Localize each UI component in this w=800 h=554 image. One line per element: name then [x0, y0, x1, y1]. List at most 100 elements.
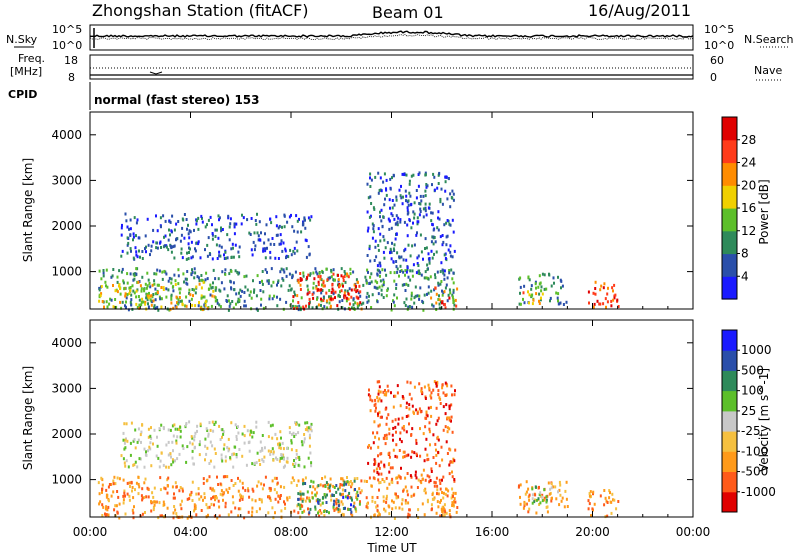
echo-cell: [178, 428, 181, 431]
echo-cell: [451, 487, 454, 491]
echo-cell: [165, 287, 168, 291]
echo-cell: [191, 303, 194, 307]
echo-cell: [297, 479, 300, 483]
echo-cell: [450, 419, 452, 423]
echo-cell: [297, 463, 300, 467]
echo-cell: [450, 415, 453, 419]
colorbar-segment: [722, 185, 737, 209]
echo-cell: [200, 278, 203, 282]
echo-cell: [153, 428, 156, 432]
freq-label-1: Freq.: [18, 52, 45, 65]
echo-cell: [200, 509, 203, 512]
echo-cell: [228, 447, 231, 451]
echo-cell: [218, 303, 221, 307]
echo-cell: [214, 286, 217, 290]
echo-cell: [519, 291, 521, 295]
echo-cell: [302, 482, 305, 485]
echo-cell: [377, 462, 380, 466]
echo-cell: [389, 206, 391, 210]
echo-cell: [325, 510, 328, 513]
echo-cell: [406, 266, 409, 270]
echo-cell: [239, 288, 242, 292]
echo-cell: [389, 177, 392, 181]
echo-cell: [150, 244, 153, 248]
echo-cell: [141, 496, 144, 500]
echo-cell: [238, 291, 240, 295]
echo-cell: [402, 489, 405, 493]
echo-cell: [149, 447, 152, 451]
echo-cell: [607, 286, 609, 290]
echo-cell: [424, 206, 427, 210]
echo-cell: [282, 278, 285, 282]
echo-cell: [425, 183, 428, 186]
echo-cell: [204, 248, 206, 252]
echo-cell: [276, 295, 278, 299]
echo-cell: [177, 302, 180, 306]
echo-cell: [388, 482, 391, 486]
echo-cell: [250, 296, 253, 300]
echo-cell: [351, 306, 353, 310]
echo-cell: [545, 505, 548, 509]
echo-cell: [349, 495, 352, 499]
colorbar-segment: [722, 139, 737, 164]
echo-cell: [312, 485, 315, 489]
echo-cell: [379, 279, 382, 283]
echo-cell: [453, 393, 456, 397]
echo-cell: [296, 249, 299, 253]
echo-cell: [307, 426, 310, 430]
echo-cell: [167, 248, 170, 252]
echo-cell: [364, 275, 367, 279]
echo-cell: [436, 382, 439, 386]
echo-cell: [393, 217, 396, 221]
echo-cell: [211, 444, 214, 448]
echo-cell: [549, 487, 552, 491]
echo-cell: [427, 406, 430, 410]
echo-cell: [439, 270, 442, 274]
echo-cell: [436, 435, 439, 439]
echo-cell: [249, 233, 252, 236]
echo-cell: [227, 490, 229, 494]
echo-cell: [132, 496, 135, 500]
echo-cell: [218, 244, 221, 248]
echo-cell: [299, 283, 302, 287]
echo-cell: [288, 495, 291, 499]
echo-cell: [172, 434, 175, 438]
echo-cell: [125, 296, 128, 300]
echo-cell: [239, 493, 242, 497]
echo-cell: [385, 393, 388, 397]
echo-cell: [343, 294, 346, 298]
echo-cell: [211, 420, 214, 424]
echo-cell: [387, 413, 390, 417]
echo-cell: [181, 489, 184, 493]
echo-cell: [293, 459, 295, 462]
echo-cell: [438, 217, 441, 221]
echo-cell: [415, 233, 418, 237]
echo-cell: [279, 443, 282, 447]
echo-cell: [174, 481, 177, 485]
echo-cell: [290, 439, 293, 443]
echo-cell: [445, 283, 448, 287]
echo-cell: [308, 436, 311, 440]
echo-cell: [162, 288, 165, 291]
echo-cell: [188, 288, 191, 292]
echo-cell: [409, 278, 412, 282]
echo-cell: [415, 441, 418, 445]
echo-cell: [556, 296, 559, 300]
echo-cell: [256, 212, 258, 216]
echo-cell: [253, 248, 256, 252]
echo-cell: [167, 465, 170, 469]
echo-cell: [289, 288, 292, 292]
echo-cell: [120, 254, 123, 258]
echo-cell: [206, 506, 209, 510]
echo-cell: [129, 234, 132, 237]
echo-cell: [141, 498, 144, 502]
echo-cell: [200, 495, 203, 499]
echo-cell: [383, 172, 386, 176]
echo-cell: [257, 480, 260, 484]
echo-cell: [169, 220, 172, 224]
echo-cell: [183, 236, 186, 240]
echo-cell: [175, 439, 178, 443]
echo-cell: [303, 437, 306, 441]
echo-cell: [253, 231, 256, 235]
echo-cell: [366, 300, 369, 304]
